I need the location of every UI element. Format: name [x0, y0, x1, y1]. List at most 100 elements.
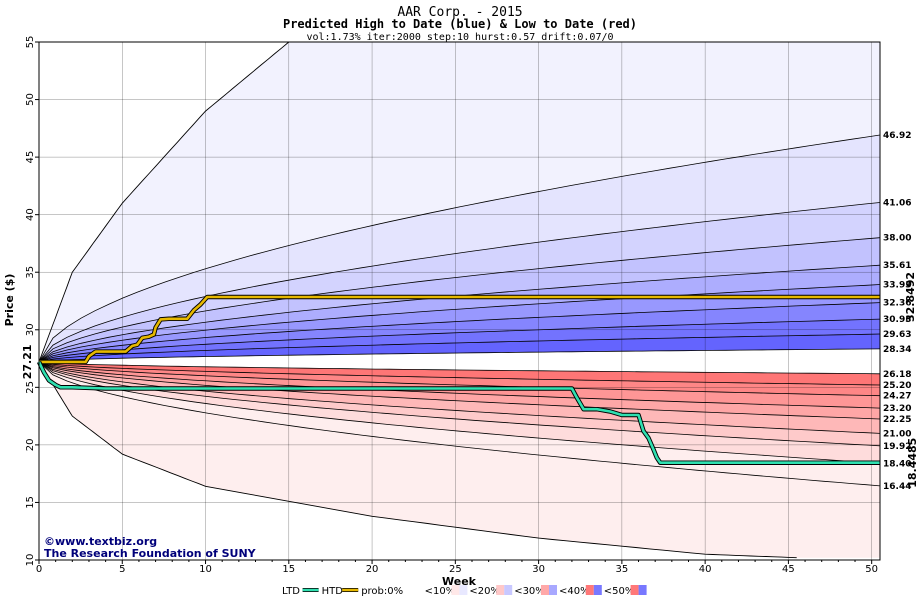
- y-tick-label: 30: [25, 323, 36, 336]
- x-tick-label: 40: [699, 564, 712, 575]
- ltd-line: [37, 361, 880, 465]
- lower-band-fill: [39, 361, 880, 486]
- band-curve: [38, 134, 881, 363]
- band-curve: [38, 202, 881, 363]
- band-end-label: 28.34: [883, 345, 911, 355]
- y-tick-label: 40: [25, 208, 36, 221]
- y-tick-label: 55: [25, 36, 36, 49]
- legend-prob-label: prob:0%: [361, 586, 403, 597]
- chart-subtitle: Predicted High to Date (blue) & Low to D…: [283, 17, 637, 31]
- lower-band-fill: [39, 361, 880, 419]
- band-curve: [38, 361, 881, 487]
- legend-bin-swatch-blue: [504, 585, 513, 595]
- htd-line: [39, 295, 880, 364]
- upper-band-fill: [39, 135, 880, 362]
- band-curve: [38, 361, 881, 464]
- x-tick-label: 20: [366, 564, 379, 575]
- upper-band-fill: [39, 284, 880, 362]
- band-end-label: 24.27: [883, 392, 911, 402]
- band-end-label: 21.00: [883, 429, 911, 439]
- band-end-label: 16.44: [883, 482, 911, 492]
- lower-band-fill: [39, 361, 880, 434]
- band-end-label: 23.20: [883, 404, 911, 414]
- legend-bin-swatch-red: [630, 585, 639, 595]
- band-curve: [38, 284, 881, 363]
- upper-band-fill: [39, 334, 880, 362]
- series-lines: [36, 294, 880, 465]
- legend-bin-swatch-red: [406, 585, 415, 595]
- legend-htd-label: HTD: [322, 586, 344, 597]
- lower-band-fill: [39, 361, 880, 464]
- ltd-final-label: 18.4485: [906, 438, 919, 488]
- band-end-label: 19.92: [883, 442, 911, 452]
- upper-band-fill: [39, 237, 880, 362]
- probability-bands: [38, 41, 881, 560]
- upper-band-fill: [39, 319, 880, 362]
- band-curve: [38, 302, 881, 363]
- y-axis-label: Price ($): [3, 274, 16, 327]
- upper-band-fill: [39, 42, 880, 362]
- y-tick-label: 10: [25, 554, 36, 567]
- credit-url: ©www.textbiz.org: [44, 535, 157, 548]
- plot-frame: [38, 41, 881, 561]
- band-end-label: 32.36: [883, 299, 911, 309]
- legend-bin-swatch-red: [541, 585, 549, 595]
- outer-upper-curve: [38, 41, 290, 363]
- band-end-label: 18.40: [883, 459, 911, 469]
- band-curve: [38, 237, 881, 363]
- chart-title: AAR Corp. - 2015: [397, 5, 522, 20]
- band-curve: [38, 361, 881, 447]
- outer-lower-curve: [38, 361, 797, 559]
- band-curve: [38, 361, 881, 375]
- lower-band-fill: [39, 361, 880, 396]
- lower-band-fill: [39, 361, 880, 446]
- band-curve: [38, 361, 881, 409]
- band-end-label: 46.92: [883, 131, 911, 141]
- plot-border: [38, 41, 881, 561]
- chart-params: vol:1.73% iter:2000 step:10 hurst:0.57 d…: [306, 32, 613, 43]
- legend-bin-label: <20%: [469, 586, 500, 597]
- legend: LTD HTD prob:0% <10% <20% <30% <40% <50%: [282, 585, 647, 597]
- legend-bin-swatch-blue: [414, 585, 423, 595]
- htd-final-label: 32.8492: [904, 272, 917, 322]
- legend-bin-label: <30%: [514, 586, 545, 597]
- y-tick-label: 35: [25, 266, 36, 279]
- y-tick-label: 15: [25, 496, 36, 509]
- legend-bin-swatch-blue: [593, 585, 602, 595]
- x-tick-label: 15: [282, 564, 295, 575]
- x-tick-label: 0: [36, 564, 42, 575]
- y-tick-label: 50: [25, 93, 36, 106]
- x-tick-label: 45: [782, 564, 795, 575]
- x-tick-label: 10: [199, 564, 212, 575]
- band-curve: [38, 333, 881, 363]
- x-tick-label: 25: [449, 564, 462, 575]
- band-end-label: 41.06: [883, 198, 911, 208]
- legend-bin-swatch-red: [585, 585, 594, 595]
- legend-bin-swatch-red: [451, 585, 460, 595]
- band-curve: [38, 318, 881, 363]
- x-tick-label: 5: [119, 564, 125, 575]
- x-axis-label: Week: [442, 575, 477, 588]
- legend-bin-swatch-red: [496, 585, 505, 595]
- legend-bin-label: <50%: [604, 586, 635, 597]
- band-curve: [38, 361, 881, 397]
- band-end-label: 26.18: [883, 370, 911, 380]
- band-curve: [38, 348, 881, 363]
- y-tick-label: 45: [25, 151, 36, 164]
- legend-bin-label: <40%: [559, 586, 590, 597]
- start-price-label: 27.21: [21, 344, 34, 379]
- legend-bin-swatch-blue: [549, 585, 557, 595]
- legend-bin-label: <10%: [425, 586, 456, 597]
- legend-bin-swatch-blue: [638, 585, 647, 595]
- x-tick-label: 35: [616, 564, 629, 575]
- band-end-label: 33.93: [883, 281, 911, 291]
- y-tick-label: 20: [25, 439, 36, 452]
- legend-ltd-label: LTD: [282, 586, 300, 597]
- legend-bin-swatch-blue: [459, 585, 468, 595]
- x-tick-label: 30: [532, 564, 545, 575]
- band-end-label: 30.93: [883, 315, 911, 325]
- band-end-label: 22.25: [883, 415, 911, 425]
- band-end-label: 25.20: [883, 381, 911, 391]
- band-curve: [38, 361, 881, 386]
